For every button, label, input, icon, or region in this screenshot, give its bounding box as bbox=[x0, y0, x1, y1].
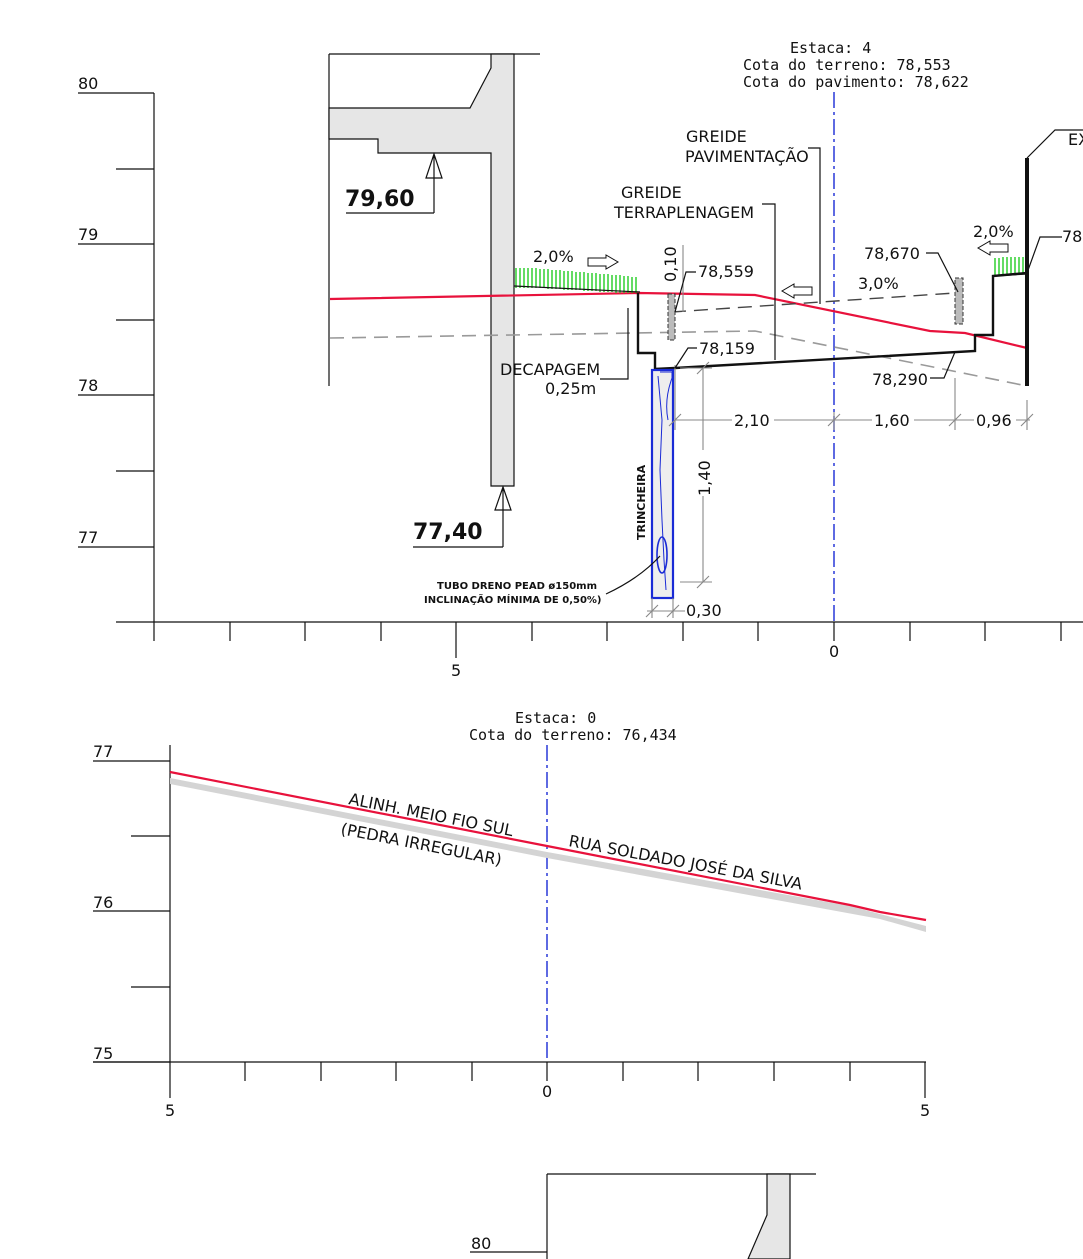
elev-78-290: 78,290 bbox=[872, 370, 928, 389]
terrain-shadow bbox=[170, 778, 926, 932]
bottom-cota-terreno: Cota do terreno: 76,434 bbox=[469, 726, 677, 744]
section-estaca-0: 77 76 75 5 0 5 Estaca: 0 Cota do terreno… bbox=[93, 709, 930, 1120]
retaining-wall bbox=[328, 53, 540, 487]
decapagem-label-2: 0,25m bbox=[545, 379, 596, 398]
greide-terr-leader bbox=[762, 203, 776, 360]
greide-terr-label-2: TERRAPLENAGEM bbox=[613, 203, 754, 222]
dim-row-horizontal: 2,10 1,60 0,96 bbox=[668, 365, 1034, 430]
level-marker-79-60: 79,60 bbox=[345, 152, 443, 214]
pavement-box bbox=[636, 271, 1028, 371]
top-x-label-5: 5 bbox=[451, 661, 461, 680]
ex-label: EX bbox=[1068, 130, 1083, 149]
curb-right bbox=[954, 277, 964, 325]
top-cota-pavimento: Cota do pavimento: 78,622 bbox=[743, 73, 969, 91]
e1-leader bbox=[674, 271, 696, 313]
third-y-label-80: 80 bbox=[471, 1234, 491, 1253]
slope-right-arrow bbox=[977, 240, 1009, 256]
greide-pav-label-1: GREIDE bbox=[686, 127, 747, 146]
e4-leader bbox=[930, 351, 956, 379]
ex-leader bbox=[1026, 129, 1083, 159]
greide-dashed-line bbox=[671, 292, 956, 313]
top-y-label-79: 79 bbox=[78, 225, 98, 244]
wall-top-elevation: 79,60 bbox=[345, 187, 415, 212]
elev-78-559: 78,559 bbox=[698, 262, 754, 281]
level-marker-77-40: 77,40 bbox=[413, 485, 512, 548]
top-y-label-78: 78 bbox=[78, 376, 98, 395]
greide-pav-label-2: PAVIMENTAÇÃO bbox=[685, 147, 809, 166]
decapagem-label-1: DECAPAGEM bbox=[500, 360, 600, 379]
dim-2-10: 2,10 bbox=[734, 411, 770, 430]
tubo-leader bbox=[605, 555, 661, 595]
greide-terr-label-1: GREIDE bbox=[621, 183, 682, 202]
trincheira-label: TRINCHEIRA bbox=[635, 464, 648, 540]
slope-left-arrow bbox=[587, 254, 619, 270]
tubo-label-2: INCLINAÇÃO MÍNIMA DE 0,50%) bbox=[424, 593, 602, 606]
dim-0-10: 0,10 bbox=[661, 246, 680, 282]
wall-bottom-elevation: 77,40 bbox=[413, 520, 483, 545]
e3-leader bbox=[926, 252, 959, 293]
subgrade-dashed-line bbox=[329, 330, 1028, 387]
trench-drain bbox=[650, 368, 675, 600]
dim-1-60: 1,60 bbox=[874, 411, 910, 430]
elev-78-right: 78 bbox=[1062, 227, 1082, 246]
elev-78-670: 78,670 bbox=[864, 244, 920, 263]
section-partial-third: 80 bbox=[470, 1173, 816, 1259]
top-x-label-0: 0 bbox=[829, 642, 839, 661]
section-estaca-4: 80 79 78 77 5 0 Estaca: 4 Cota do terren… bbox=[78, 39, 1083, 680]
dim-trench-depth: 1,40 bbox=[680, 361, 714, 589]
decapagem-leader bbox=[600, 308, 629, 380]
bottom-x-label-right-5: 5 bbox=[920, 1101, 930, 1120]
bottom-x-ticks bbox=[169, 1062, 926, 1098]
top-cota-terreno: Cota do terreno: 78,553 bbox=[743, 56, 951, 74]
bottom-x-label-left-5: 5 bbox=[165, 1101, 175, 1120]
grass-left bbox=[513, 268, 641, 293]
e5-leader bbox=[1026, 236, 1062, 274]
dim-curb-height: 0,10 bbox=[661, 245, 684, 312]
bottom-terrain-line bbox=[169, 770, 927, 922]
slope-right: 2,0% bbox=[973, 222, 1014, 241]
top-estaca: Estaca: 4 bbox=[790, 39, 871, 57]
bottom-y-label-76: 76 bbox=[93, 893, 113, 912]
greide-pav-leader bbox=[808, 147, 821, 304]
bottom-y-label-77: 77 bbox=[93, 742, 113, 761]
bottom-estaca: Estaca: 0 bbox=[515, 709, 596, 727]
curb-left bbox=[667, 293, 676, 341]
dim-0-96: 0,96 bbox=[976, 411, 1012, 430]
slope-mid: 3,0% bbox=[858, 274, 899, 293]
top-x-ticks bbox=[153, 622, 1062, 658]
bottom-x-label-0: 0 bbox=[542, 1082, 552, 1101]
slope-left: 2,0% bbox=[533, 247, 574, 266]
e2-leader bbox=[674, 347, 697, 369]
slope-mid-arrow bbox=[781, 283, 813, 299]
top-y-label-77: 77 bbox=[78, 528, 98, 547]
dim-1-40: 1,40 bbox=[695, 460, 714, 496]
top-y-label-80: 80 bbox=[78, 74, 98, 93]
dim-trench-width: 0,30 bbox=[645, 598, 722, 620]
tubo-label-1: TUBO DRENO PEAD ø150mm bbox=[437, 581, 597, 592]
dim-0-30: 0,30 bbox=[686, 601, 722, 620]
elev-78-159: 78,159 bbox=[699, 339, 755, 358]
bottom-y-label-75: 75 bbox=[93, 1044, 113, 1063]
